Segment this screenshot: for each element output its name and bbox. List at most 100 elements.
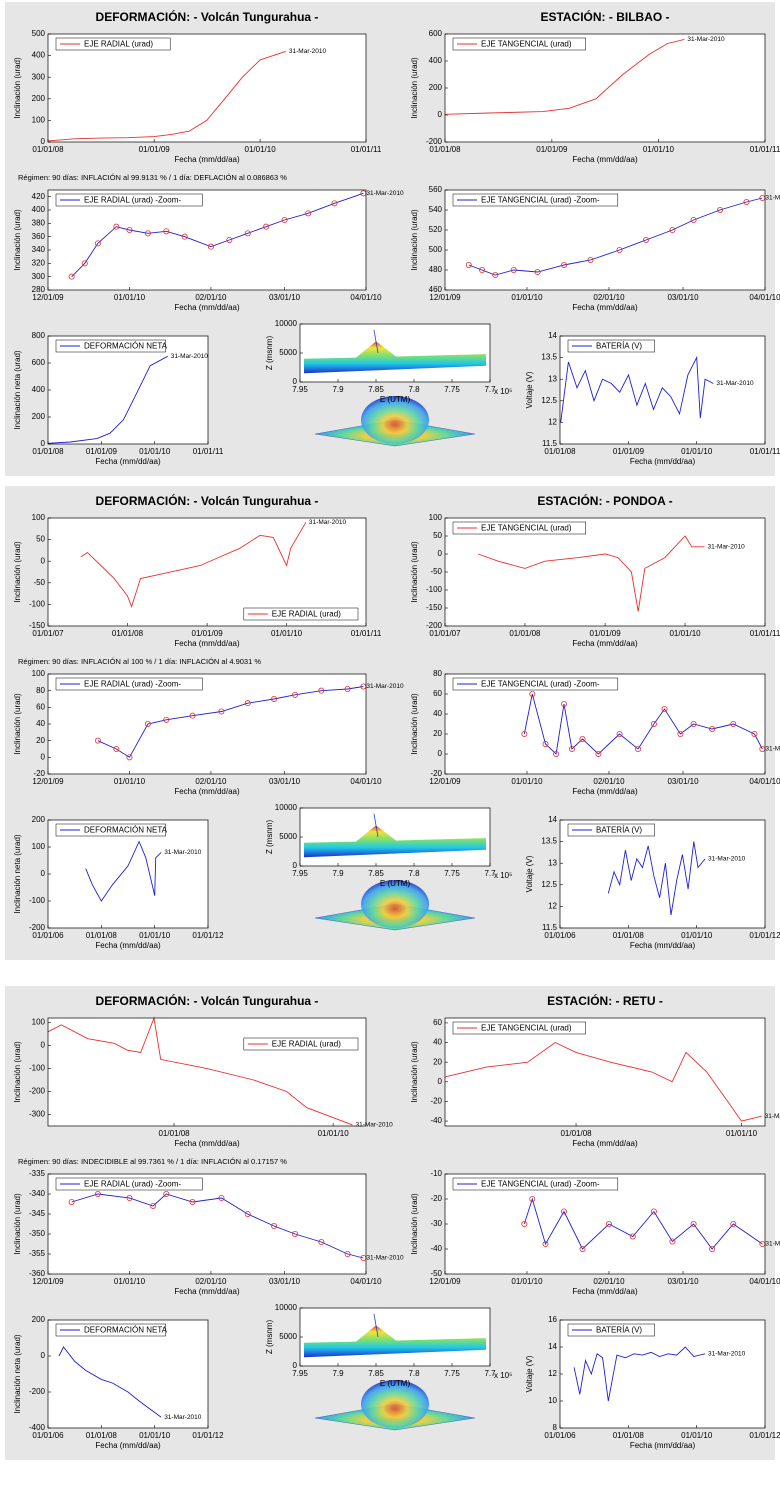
data-marker: [561, 701, 568, 708]
data-marker: [690, 1221, 697, 1228]
legend-label: DEFORMACIÓN NETA: [84, 342, 168, 351]
data-marker: [492, 271, 499, 278]
plot-area: [445, 1018, 765, 1126]
data-marker: [669, 1238, 676, 1245]
surface-spike: [373, 329, 379, 354]
series-line: [523, 1197, 763, 1250]
x-axis-label: Fecha (mm/dd/aa): [572, 1287, 638, 1296]
legend-box: [55, 823, 166, 837]
annotation: 31-Mar-2010: [356, 1122, 394, 1129]
x-tick-label: 7.8: [408, 869, 420, 878]
y-tick-label: -300: [29, 1110, 46, 1119]
x-axis-label: Fecha (mm/dd/aa): [572, 303, 638, 312]
y-axis-label: Inclinación (urad): [13, 1041, 22, 1103]
x-tick-label: 01/01/10: [643, 145, 675, 154]
y-tick-label: 80: [36, 686, 45, 695]
y-axis-label: Inclinación neta (urad): [13, 350, 22, 429]
x-axis-label: Fecha (mm/dd/aa): [630, 457, 696, 466]
data-marker: [207, 243, 214, 250]
y-tick-label: 100: [32, 116, 46, 125]
data-marker: [94, 240, 101, 247]
data-marker: [163, 716, 170, 723]
x-tick-label: 01/01/06: [32, 1431, 64, 1440]
y-tick-label: -20: [430, 1194, 442, 1203]
annotation: 31-Mar-2010: [716, 380, 754, 387]
y-axis-label: Voltaje (V): [525, 371, 534, 408]
data-marker: [292, 691, 299, 698]
axes-frame: [444, 189, 766, 291]
data-marker: [271, 696, 278, 703]
surface-peak: [361, 396, 429, 444]
plot-area: [445, 674, 765, 774]
y-tick-label: 0: [41, 752, 46, 761]
panel-title: ESTACIÓN: - RETU -: [547, 993, 663, 1008]
y-tick-label: -100: [426, 585, 443, 594]
axes-frame: [47, 335, 209, 445]
surface-peak: [361, 1380, 429, 1428]
x-tick-label: 03/01/10: [667, 777, 699, 786]
x-tick-label: 01/01/08: [86, 1431, 118, 1440]
y-tick-label: 12.5: [541, 396, 557, 405]
x-tick-label: 7.95: [292, 385, 308, 394]
y-tick-label: 460: [429, 285, 443, 294]
y-tick-label: 0: [41, 556, 46, 565]
plot-area: [48, 820, 208, 928]
data-marker: [144, 230, 151, 237]
surface-spike: [373, 1313, 379, 1338]
y-tick-label: -10: [430, 1169, 442, 1178]
data-marker: [605, 1221, 612, 1228]
y-tick-label: -340: [29, 1189, 46, 1198]
x-axis-label: Fecha (mm/dd/aa): [174, 155, 240, 164]
x-exponent: x 10⁵: [494, 871, 512, 880]
series-line: [560, 355, 714, 423]
y-tick-label: 20: [433, 729, 442, 738]
y-tick-label: 10000: [275, 803, 298, 812]
axes-frame: [47, 1017, 367, 1127]
x-tick-label: 02/01/10: [593, 777, 625, 786]
x-tick-label: 7.75: [444, 385, 460, 394]
x-tick-label: 03/01/10: [667, 1277, 699, 1286]
legend-box: [55, 339, 166, 353]
plot-area: [48, 336, 208, 444]
legend-box: [243, 1037, 359, 1051]
y-tick-label: 12.5: [541, 880, 557, 889]
legend-box: [567, 339, 655, 353]
y-tick-label: -345: [29, 1209, 46, 1218]
y-tick-label: 13: [548, 374, 557, 383]
x-axis-label: Fecha (mm/dd/aa): [174, 1287, 240, 1296]
data-marker: [616, 246, 623, 253]
data-marker: [281, 216, 288, 223]
y-tick-label: 320: [32, 258, 46, 267]
y-axis-label: Z (msnm): [265, 336, 274, 371]
annotation: 31-Mar-2010: [366, 190, 404, 197]
y-tick-label: 13: [548, 858, 557, 867]
y-tick-label: -200: [29, 923, 46, 932]
plot-area: [300, 324, 490, 382]
y-tick-label: -20: [33, 769, 45, 778]
x-tick-label: 01/01/11: [351, 145, 382, 154]
plot-area: [560, 336, 765, 444]
x-tick-label: 01/01/09: [590, 629, 622, 638]
legend-label: BATERÍA (V): [596, 826, 642, 835]
x-tick-label: 01/01/08: [86, 931, 118, 940]
surface-band: [304, 341, 486, 374]
legend-label: EJE RADIAL (urad): [272, 610, 341, 619]
x-tick-label: 01/01/09: [613, 447, 645, 456]
series-line: [47, 50, 287, 142]
x-tick-label: 7.95: [292, 869, 308, 878]
legend-label: EJE TANGENCIAL (urad) -Zoom-: [481, 1180, 600, 1189]
y-axis-label: Inclinación (urad): [410, 541, 419, 603]
data-marker: [529, 691, 536, 698]
y-tick-label: -350: [29, 1229, 46, 1238]
y-tick-label: 400: [32, 205, 46, 214]
data-marker: [68, 1199, 75, 1206]
data-marker: [579, 736, 586, 743]
legend-box: [55, 1323, 166, 1337]
y-tick-label: 0: [438, 1077, 443, 1086]
y-tick-label: -30: [430, 1219, 442, 1228]
y-tick-label: 0: [438, 110, 443, 119]
x-tick-label: 04/01/10: [350, 293, 382, 302]
annotation: 31-Mar-2010: [289, 48, 327, 55]
plot-area: [48, 1320, 208, 1428]
